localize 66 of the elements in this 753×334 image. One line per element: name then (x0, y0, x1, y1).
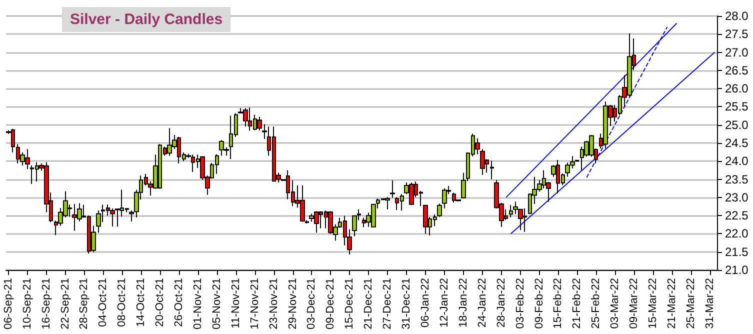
x-tick-label: 18-Jan-22 (457, 278, 470, 328)
x-tick-label: 20-Oct-21 (154, 278, 166, 327)
x-tick-label: 01-Nov-21 (192, 278, 204, 330)
x-tick-label: 22-Sep-21 (59, 278, 72, 330)
x-tick-label: 25-Feb-22 (590, 278, 602, 329)
y-tick-label: 28.0 (725, 9, 749, 23)
x-tick-label: 24-Jan-22 (476, 278, 488, 328)
y-tick-label: 23.0 (725, 190, 749, 204)
x-tick-label: 31-Mar-22 (704, 278, 716, 329)
y-tick-label: 21.5 (725, 244, 749, 259)
y-tick-label: 22.0 (725, 226, 749, 241)
candlestick (423, 204, 428, 234)
x-tick-label: 21-Feb-22 (571, 278, 584, 329)
x-tick-label: 28-Jan-22 (495, 278, 508, 328)
x-tick-label: 09-Feb-22 (533, 278, 546, 329)
x-tick-label: 31-Dec-21 (400, 278, 413, 330)
candlestick (480, 148, 485, 176)
x-tick-label: 15-Dec-21 (344, 278, 356, 330)
x-tick-label: 15-Mar-22 (647, 278, 660, 329)
x-tick-label: 09-Mar-22 (628, 278, 640, 329)
x-tick-label: 04-Oct-21 (97, 278, 110, 327)
x-tick-label: 23-Nov-21 (268, 278, 280, 330)
candlestick (509, 204, 513, 218)
candlestick (437, 203, 442, 218)
y-tick-label: 24.5 (725, 136, 749, 150)
x-tick-label: 06-Sep-21 (2, 278, 14, 330)
candlestick (475, 138, 480, 155)
y-tick-label: 21.0 (725, 263, 749, 277)
y-tick-label: 25.0 (725, 118, 749, 132)
y-tick-label: 26.5 (725, 63, 749, 78)
y-tick-label: 26.0 (725, 82, 749, 96)
candlestick (575, 160, 579, 162)
y-tick-label: 23.5 (725, 172, 749, 186)
y-tick-label: 22.5 (725, 208, 749, 223)
x-tick-label: 09-Dec-21 (324, 278, 337, 330)
x-tick-label: 03-Feb-22 (514, 278, 526, 329)
y-tick-label: 25.5 (725, 100, 749, 114)
candlestick (442, 188, 447, 209)
y-tick-label: 27.0 (725, 45, 749, 60)
x-tick-label: 14-Oct-21 (135, 278, 148, 327)
candlestick (390, 180, 395, 198)
y-tick-label: 24.0 (725, 154, 749, 168)
y-tick-label: 27.5 (725, 27, 749, 42)
x-tick-label: 15-Feb-22 (552, 278, 564, 329)
candlestick (257, 116, 262, 131)
x-tick-label: 16-Sep-21 (40, 278, 52, 330)
x-tick-label: 29-Nov-21 (286, 278, 299, 330)
x-tick-label: 17-Nov-21 (248, 278, 261, 330)
x-tick-label: 21-Mar-22 (666, 278, 678, 329)
candlestick (129, 210, 134, 222)
x-tick-label: 06-Jan-22 (419, 278, 432, 328)
x-tick-label: 05-Nov-21 (210, 278, 223, 330)
x-tick-label: 26-Oct-21 (173, 278, 186, 327)
x-tick-label: 10-Sep-21 (21, 278, 34, 330)
x-tick-label: 08-Oct-21 (116, 278, 128, 327)
x-tick-label: 25-Mar-22 (684, 278, 697, 329)
x-tick-label: 11-Nov-21 (230, 278, 242, 329)
chart-title: Silver - Daily Candles (70, 11, 223, 28)
x-tick-label: 27-Dec-21 (382, 278, 394, 330)
x-tick-label: 21-Dec-21 (362, 278, 375, 330)
x-tick-label: 28-Sep-21 (78, 278, 90, 330)
x-tick-label: 03-Dec-21 (306, 278, 318, 330)
x-tick-label: 03-Mar-22 (609, 278, 622, 329)
candlestick (490, 160, 494, 180)
x-tick-label: 12-Jan-22 (438, 278, 450, 328)
candlestick (385, 196, 390, 210)
